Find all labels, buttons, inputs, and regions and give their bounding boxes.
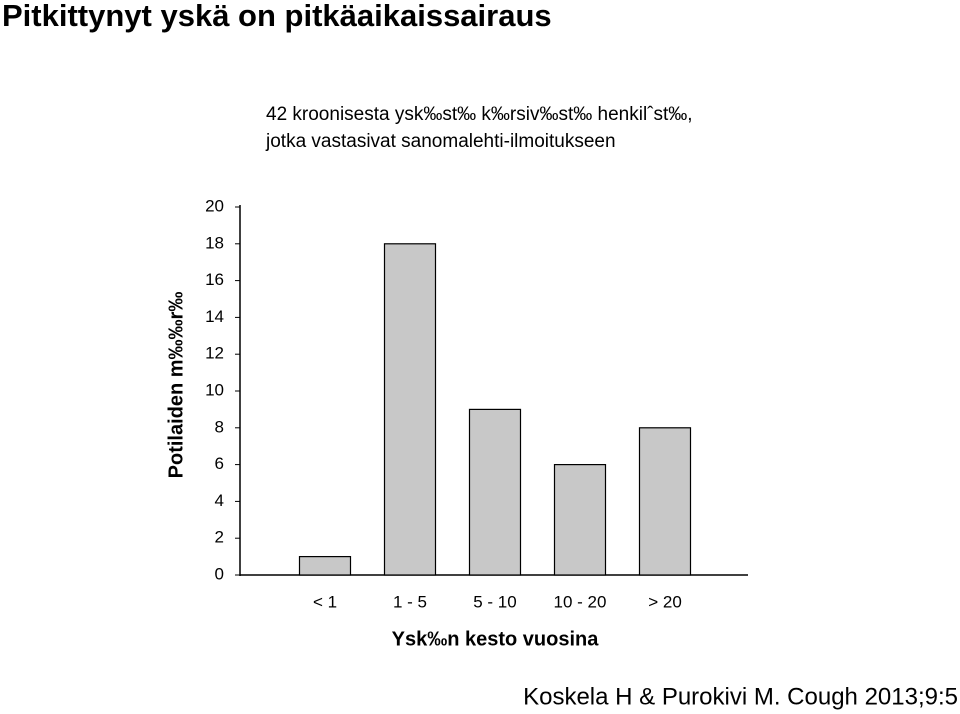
bar <box>298 555 352 576</box>
y-tick-label: 16 <box>205 270 224 289</box>
slide-title: Pitkittynyt yskä on pitkäaikaissairaus <box>2 0 552 33</box>
y-tick-label: 2 <box>215 528 224 547</box>
y-tick-label: 0 <box>215 564 224 583</box>
x-tick-label: < 1 <box>313 592 337 611</box>
bar <box>468 408 522 576</box>
y-axis-label: Potilaiden m‰‰r‰ <box>165 292 187 479</box>
x-axis-label: Ysk‰n kesto vuosina <box>392 628 600 650</box>
bar <box>383 243 437 576</box>
x-tick-label: > 20 <box>648 592 682 611</box>
x-tick-label: 1 - 5 <box>393 592 427 611</box>
y-tick-label: 10 <box>205 380 224 399</box>
chart-title: 42 kroonisesta ysk‰st‰ k‰rsiv‰st‰ henkil… <box>266 104 693 125</box>
y-tick-label: 20 <box>205 196 224 215</box>
citation: Koskela H & Purokivi M. Cough 2013;9:5 <box>523 683 958 710</box>
y-tick-label: 18 <box>205 233 224 252</box>
x-tick-label: 5 - 10 <box>473 592 516 611</box>
x-tick-label: 10 - 20 <box>554 592 607 611</box>
y-tick-label: 14 <box>205 307 224 326</box>
chart-title: jotka vastasivat sanomalehti-ilmoituksee… <box>265 131 616 152</box>
bar <box>638 427 692 576</box>
bar <box>553 464 607 576</box>
y-tick-label: 6 <box>215 454 224 473</box>
y-tick-label: 4 <box>215 491 224 510</box>
y-tick-label: 8 <box>215 417 224 436</box>
y-tick-label: 12 <box>205 344 224 363</box>
